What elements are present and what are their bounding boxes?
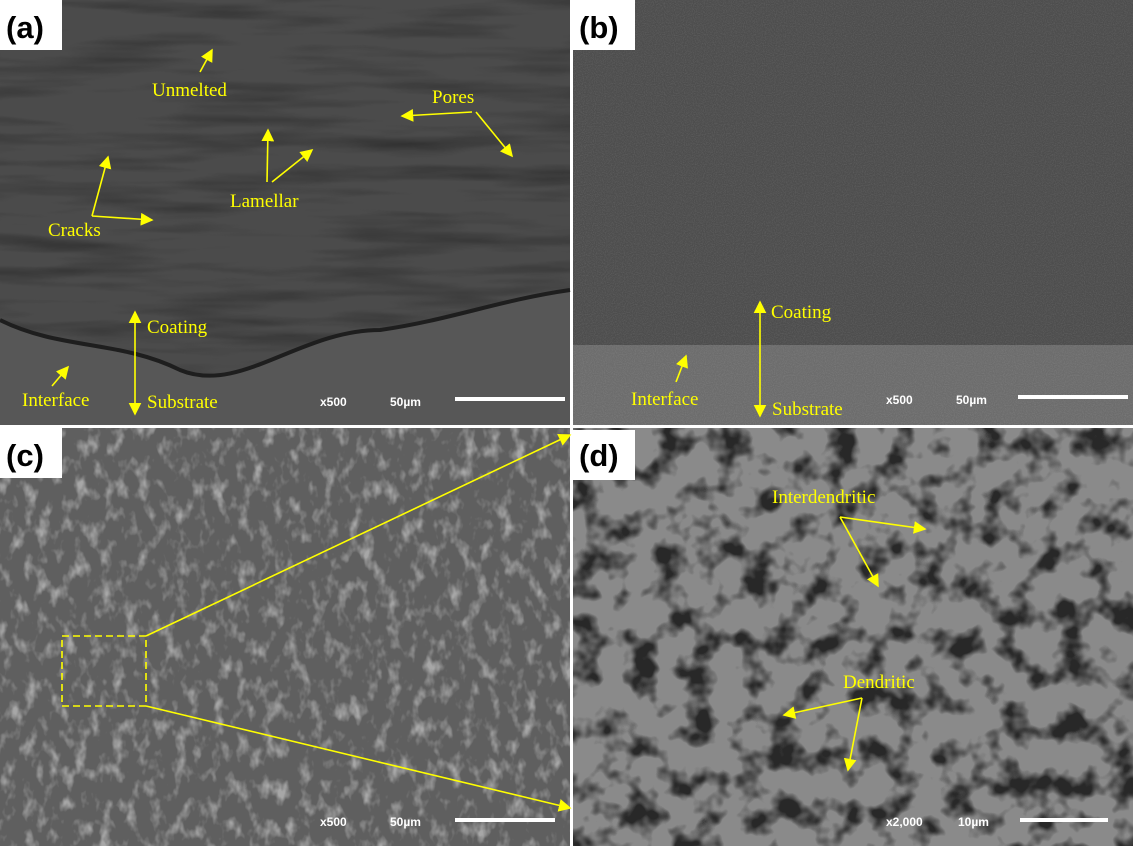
annotation: Pores [432,87,474,108]
annotation: Interface [631,389,699,410]
annotation: Interdendritic [772,487,875,508]
scale-text: 50µm [956,393,987,407]
annotation: Substrate [147,392,218,413]
scale-bar [455,818,555,822]
scale-text: 50µm [390,395,421,409]
arrow [267,130,268,182]
annotation: Cracks [48,220,101,241]
scale-text: 10µm [958,815,989,829]
annotation: Substrate [772,399,843,420]
annotation: Coating [147,317,208,338]
annotation: Dendritic [843,672,915,693]
magnification: x500 [320,815,347,829]
magnification: x500 [886,393,913,407]
panel-b: (b) Coating Interface Substrate x500 50µ… [573,0,1133,425]
panel-label: (c) [6,438,44,473]
panel-c: (c) x500 50µm [0,428,570,846]
texture [573,0,1133,425]
scale-bar [455,397,565,401]
figure: (a) Unmelted Pores Lamellar Cracks Coati… [0,0,1133,846]
panel-a: (a) Unmelted Pores Lamellar Cracks Coati… [0,0,570,425]
annotation: Interface [22,390,90,411]
panel-label: (a) [6,10,44,45]
annotation: Lamellar [230,191,299,212]
annotation: Coating [771,302,832,323]
panel-d: (d) Interdendritic Dendritic x2,000 10µm [573,428,1133,846]
scale-bar [1020,818,1108,822]
panel-label: (d) [579,438,619,473]
magnification: x2,000 [886,815,923,829]
panel-label: (b) [579,10,619,45]
magnification: x500 [320,395,347,409]
scale-text: 50µm [390,815,421,829]
annotation: Unmelted [152,80,227,101]
texture [0,428,570,846]
scale-bar [1018,395,1128,399]
